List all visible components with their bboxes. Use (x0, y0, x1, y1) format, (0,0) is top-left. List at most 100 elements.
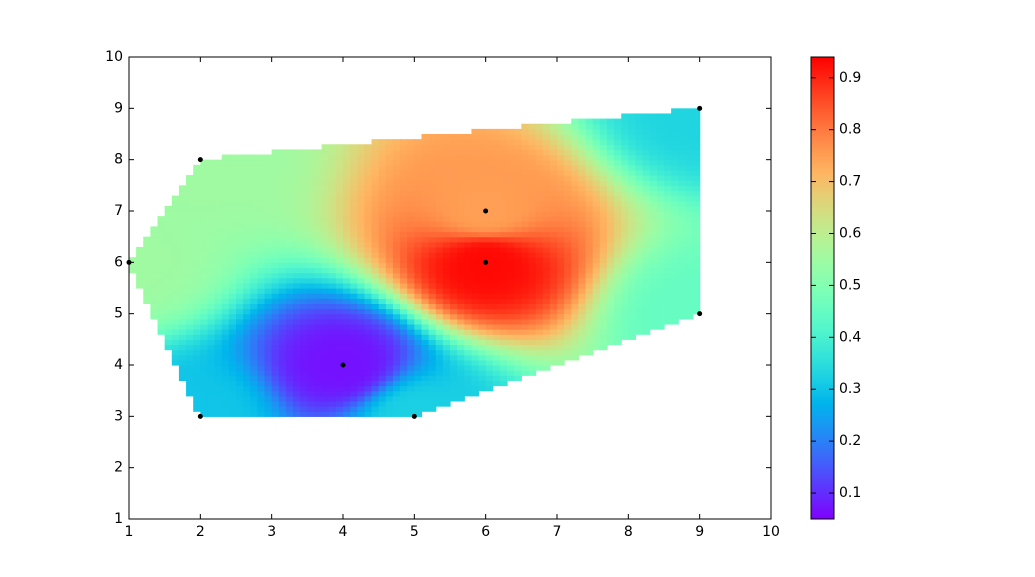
heat-cell (642, 113, 651, 120)
heat-cell (471, 359, 480, 366)
heat-cell (457, 205, 465, 212)
heat-cell (507, 303, 515, 310)
heat-cell (585, 267, 594, 274)
heat-cell (214, 231, 223, 238)
heat-cell (228, 236, 237, 243)
heat-cell (507, 370, 515, 376)
heat-cell (200, 293, 209, 299)
heat-cell (564, 231, 572, 238)
heat-cell (535, 334, 544, 340)
heat-cell (578, 200, 587, 207)
heat-cell (442, 370, 451, 376)
heat-cell (314, 272, 323, 279)
heat-cell (264, 390, 273, 397)
heat-cell (635, 262, 644, 269)
heat-cell (457, 267, 465, 274)
heat-cell (535, 154, 544, 161)
heat-cell (492, 175, 501, 181)
heat-cell (692, 246, 701, 253)
heat-cell (243, 308, 251, 315)
heat-cell (671, 200, 679, 207)
heat-cell (649, 246, 658, 253)
heat-cell (414, 400, 423, 407)
heat-cell (671, 118, 679, 125)
heat-cell (664, 128, 672, 135)
heat-cell (664, 195, 672, 202)
heat-cell (343, 329, 351, 335)
heat-cell (221, 195, 230, 202)
heat-cell (685, 257, 694, 263)
heat-cell (207, 385, 216, 392)
heat-cell (585, 262, 594, 269)
heat-cell (321, 205, 330, 212)
heat-cell (457, 272, 465, 279)
heat-cell (549, 211, 558, 217)
heat-cell (535, 282, 544, 289)
heat-cell (442, 226, 451, 233)
heat-cell (343, 231, 351, 238)
heat-cell (507, 195, 515, 202)
heat-cell (628, 282, 637, 289)
heat-cell (321, 149, 330, 156)
heat-cell (157, 267, 166, 274)
heat-cell (243, 180, 251, 186)
heat-cell (364, 180, 373, 186)
heat-cell (278, 154, 287, 161)
heat-cell (328, 159, 337, 166)
heat-cell (571, 288, 579, 294)
heat-cell (193, 308, 201, 315)
heat-cell (385, 154, 394, 161)
heat-cell (557, 262, 565, 269)
heat-cell (642, 241, 651, 248)
heat-cell (193, 303, 201, 310)
heat-cell (186, 257, 194, 263)
heat-cell (428, 200, 437, 207)
heat-cell (564, 159, 572, 166)
heat-cell (435, 272, 444, 279)
heat-cell (557, 354, 565, 361)
heat-cell (285, 329, 294, 335)
heat-cell (421, 344, 430, 351)
heat-cell (428, 354, 437, 361)
heat-cell (129, 267, 137, 274)
heat-cell (457, 211, 465, 217)
heat-cell (514, 272, 522, 279)
heat-cell (300, 308, 308, 315)
heat-cell (321, 349, 330, 356)
heat-cell (207, 164, 216, 171)
heat-cell (193, 246, 201, 253)
heat-cell (592, 303, 601, 310)
heat-cell (228, 339, 237, 346)
heat-cell (307, 385, 316, 392)
heat-cell (442, 175, 451, 181)
heat-cell (243, 354, 251, 361)
heat-cell (378, 175, 387, 181)
heat-cell (428, 400, 437, 407)
heat-cell (499, 128, 508, 135)
heat-cell (278, 375, 287, 381)
heat-cell (186, 267, 194, 274)
heat-cell (571, 298, 579, 304)
heat-cell (221, 354, 230, 361)
heat-cell (264, 205, 273, 212)
heat-cell (407, 303, 415, 310)
heat-cell (364, 205, 373, 212)
heat-cell (671, 226, 679, 233)
heat-cell (478, 185, 487, 192)
heat-cell (300, 252, 308, 258)
heat-cell (514, 262, 522, 269)
heat-cell (178, 339, 187, 346)
heat-cell (157, 257, 166, 263)
heat-cell (193, 354, 201, 361)
heat-cell (507, 359, 515, 366)
heat-cell (507, 349, 515, 356)
x-tick-label: 5 (410, 524, 419, 540)
heat-cell (300, 400, 308, 407)
heat-cell (606, 241, 615, 248)
heat-cell (278, 175, 287, 181)
heat-cell (328, 185, 337, 192)
heat-cell (178, 246, 187, 253)
heat-cell (193, 272, 201, 279)
heat-cell (278, 318, 287, 325)
heat-cell (592, 246, 601, 253)
